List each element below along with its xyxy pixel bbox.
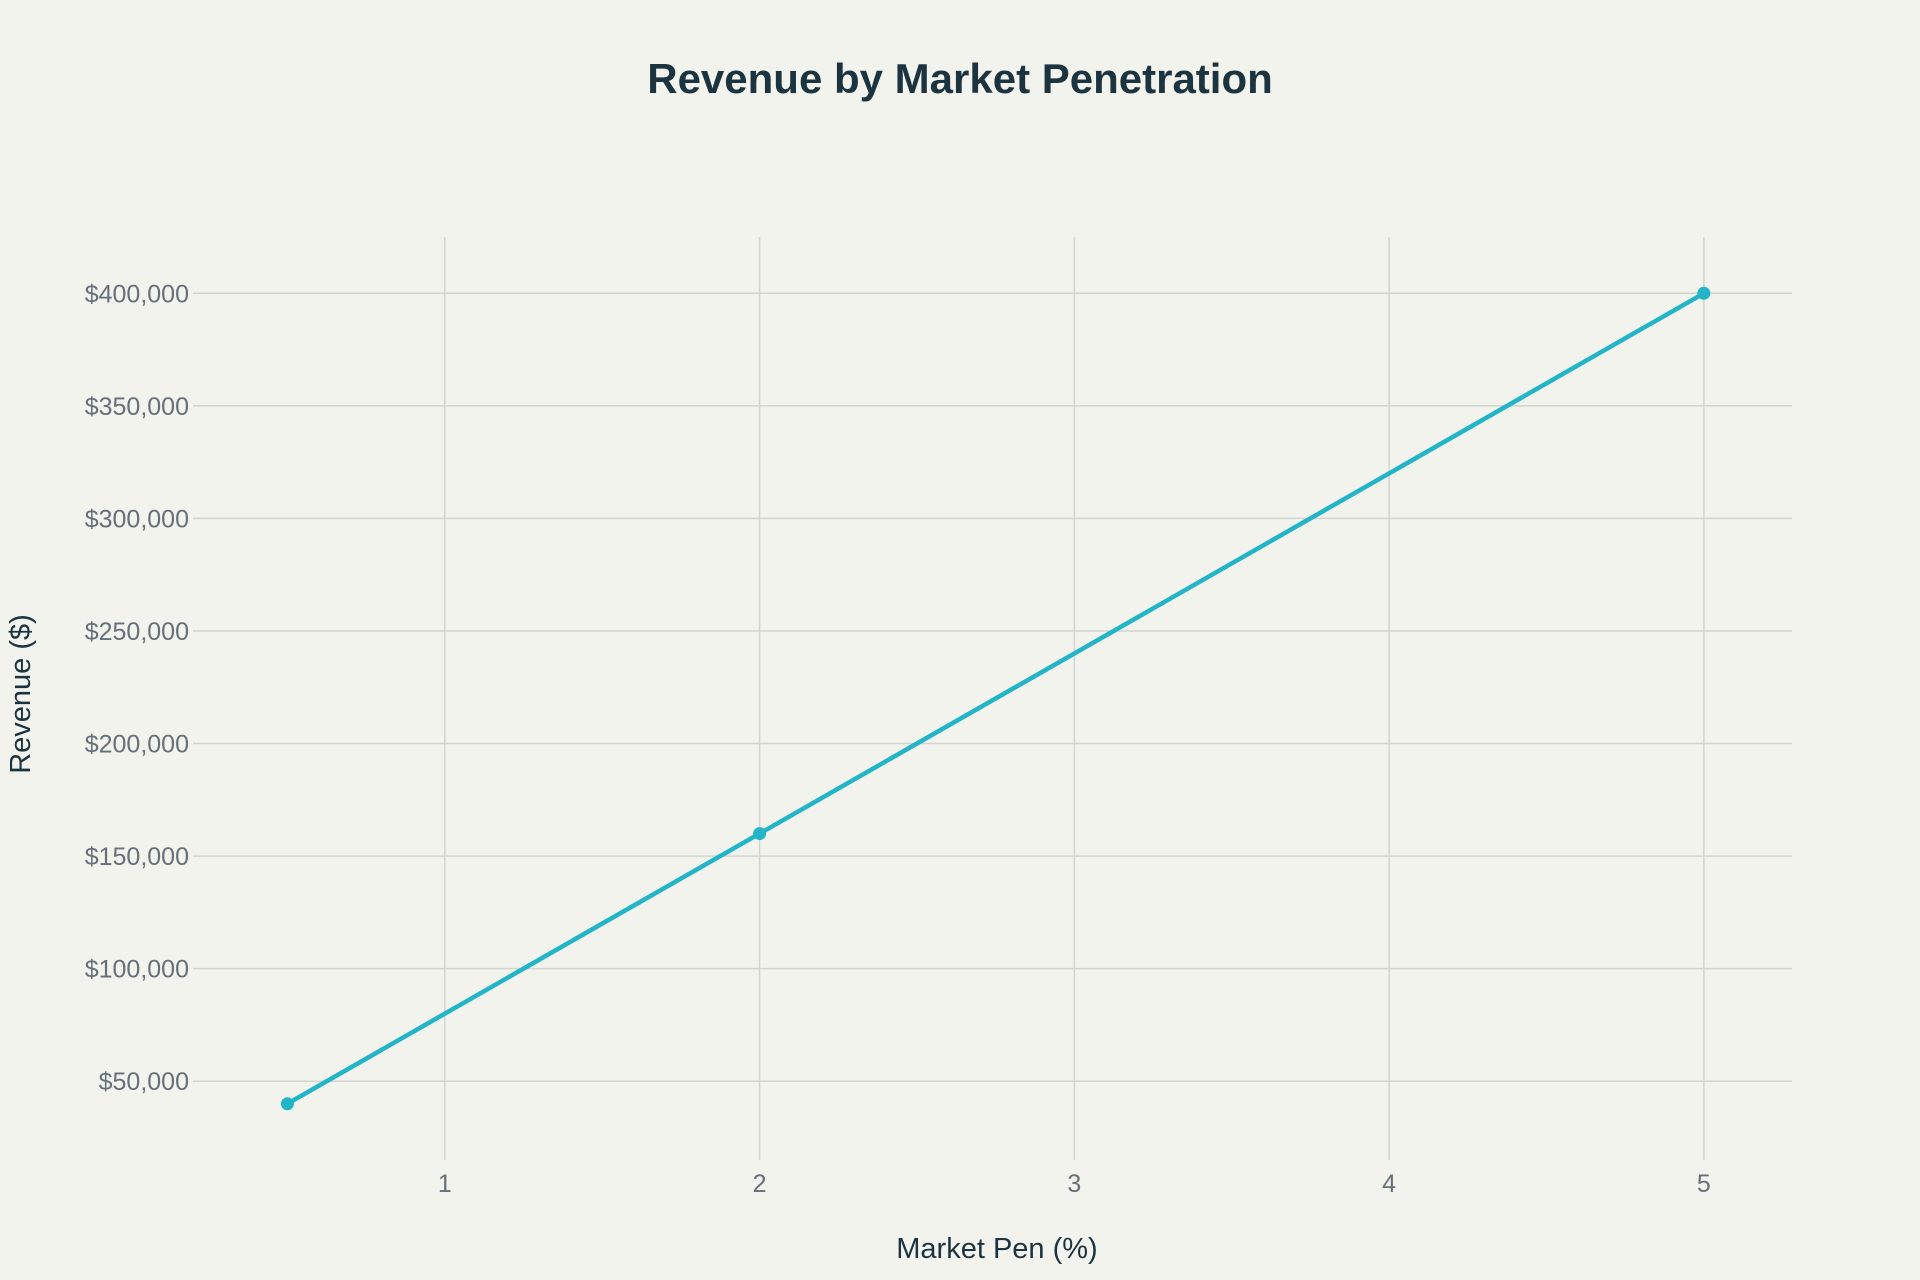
y-axis-label: Revenue ($): [5, 614, 37, 774]
x-tick-label: 1: [438, 1170, 452, 1198]
y-tick-label: $300,000: [85, 505, 189, 533]
y-tick-label: $150,000: [85, 843, 189, 871]
data-point: [280, 1097, 294, 1111]
y-gridlines: [193, 292, 1792, 1082]
x-tick-label: 3: [1067, 1170, 1081, 1198]
x-tick-label: 2: [753, 1170, 767, 1198]
x-tick-label: 5: [1697, 1170, 1711, 1198]
y-tick-label: $100,000: [85, 956, 189, 984]
y-tick-label: $350,000: [85, 393, 189, 421]
y-axis-ticks: $50,000 $100,000 $150,000 $200,000 $250,000 $…: [85, 280, 189, 1096]
series-group: [280, 286, 1711, 1111]
data-point: [1697, 286, 1711, 300]
y-tick-label: $200,000: [85, 731, 189, 759]
data-point: [753, 827, 767, 841]
x-axis-label: Market Pen (%): [896, 1233, 1097, 1265]
y-tick-label: $50,000: [99, 1068, 189, 1096]
y-tick-label: $250,000: [85, 618, 189, 646]
x-tick-label: 4: [1382, 1170, 1396, 1198]
y-tick-label: $400,000: [85, 280, 189, 308]
chart-title: Revenue by Market Penetration: [647, 55, 1273, 102]
x-axis-ticks: 1 2 3 4 5: [438, 1170, 1711, 1198]
series-line: [285, 291, 1707, 1106]
x-gridlines: [444, 237, 1705, 1160]
